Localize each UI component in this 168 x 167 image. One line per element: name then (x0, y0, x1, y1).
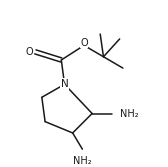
Text: O: O (26, 47, 33, 57)
Text: NH₂: NH₂ (73, 156, 92, 166)
Text: NH₂: NH₂ (120, 109, 139, 119)
Text: N: N (61, 79, 68, 89)
Text: O: O (80, 38, 88, 48)
